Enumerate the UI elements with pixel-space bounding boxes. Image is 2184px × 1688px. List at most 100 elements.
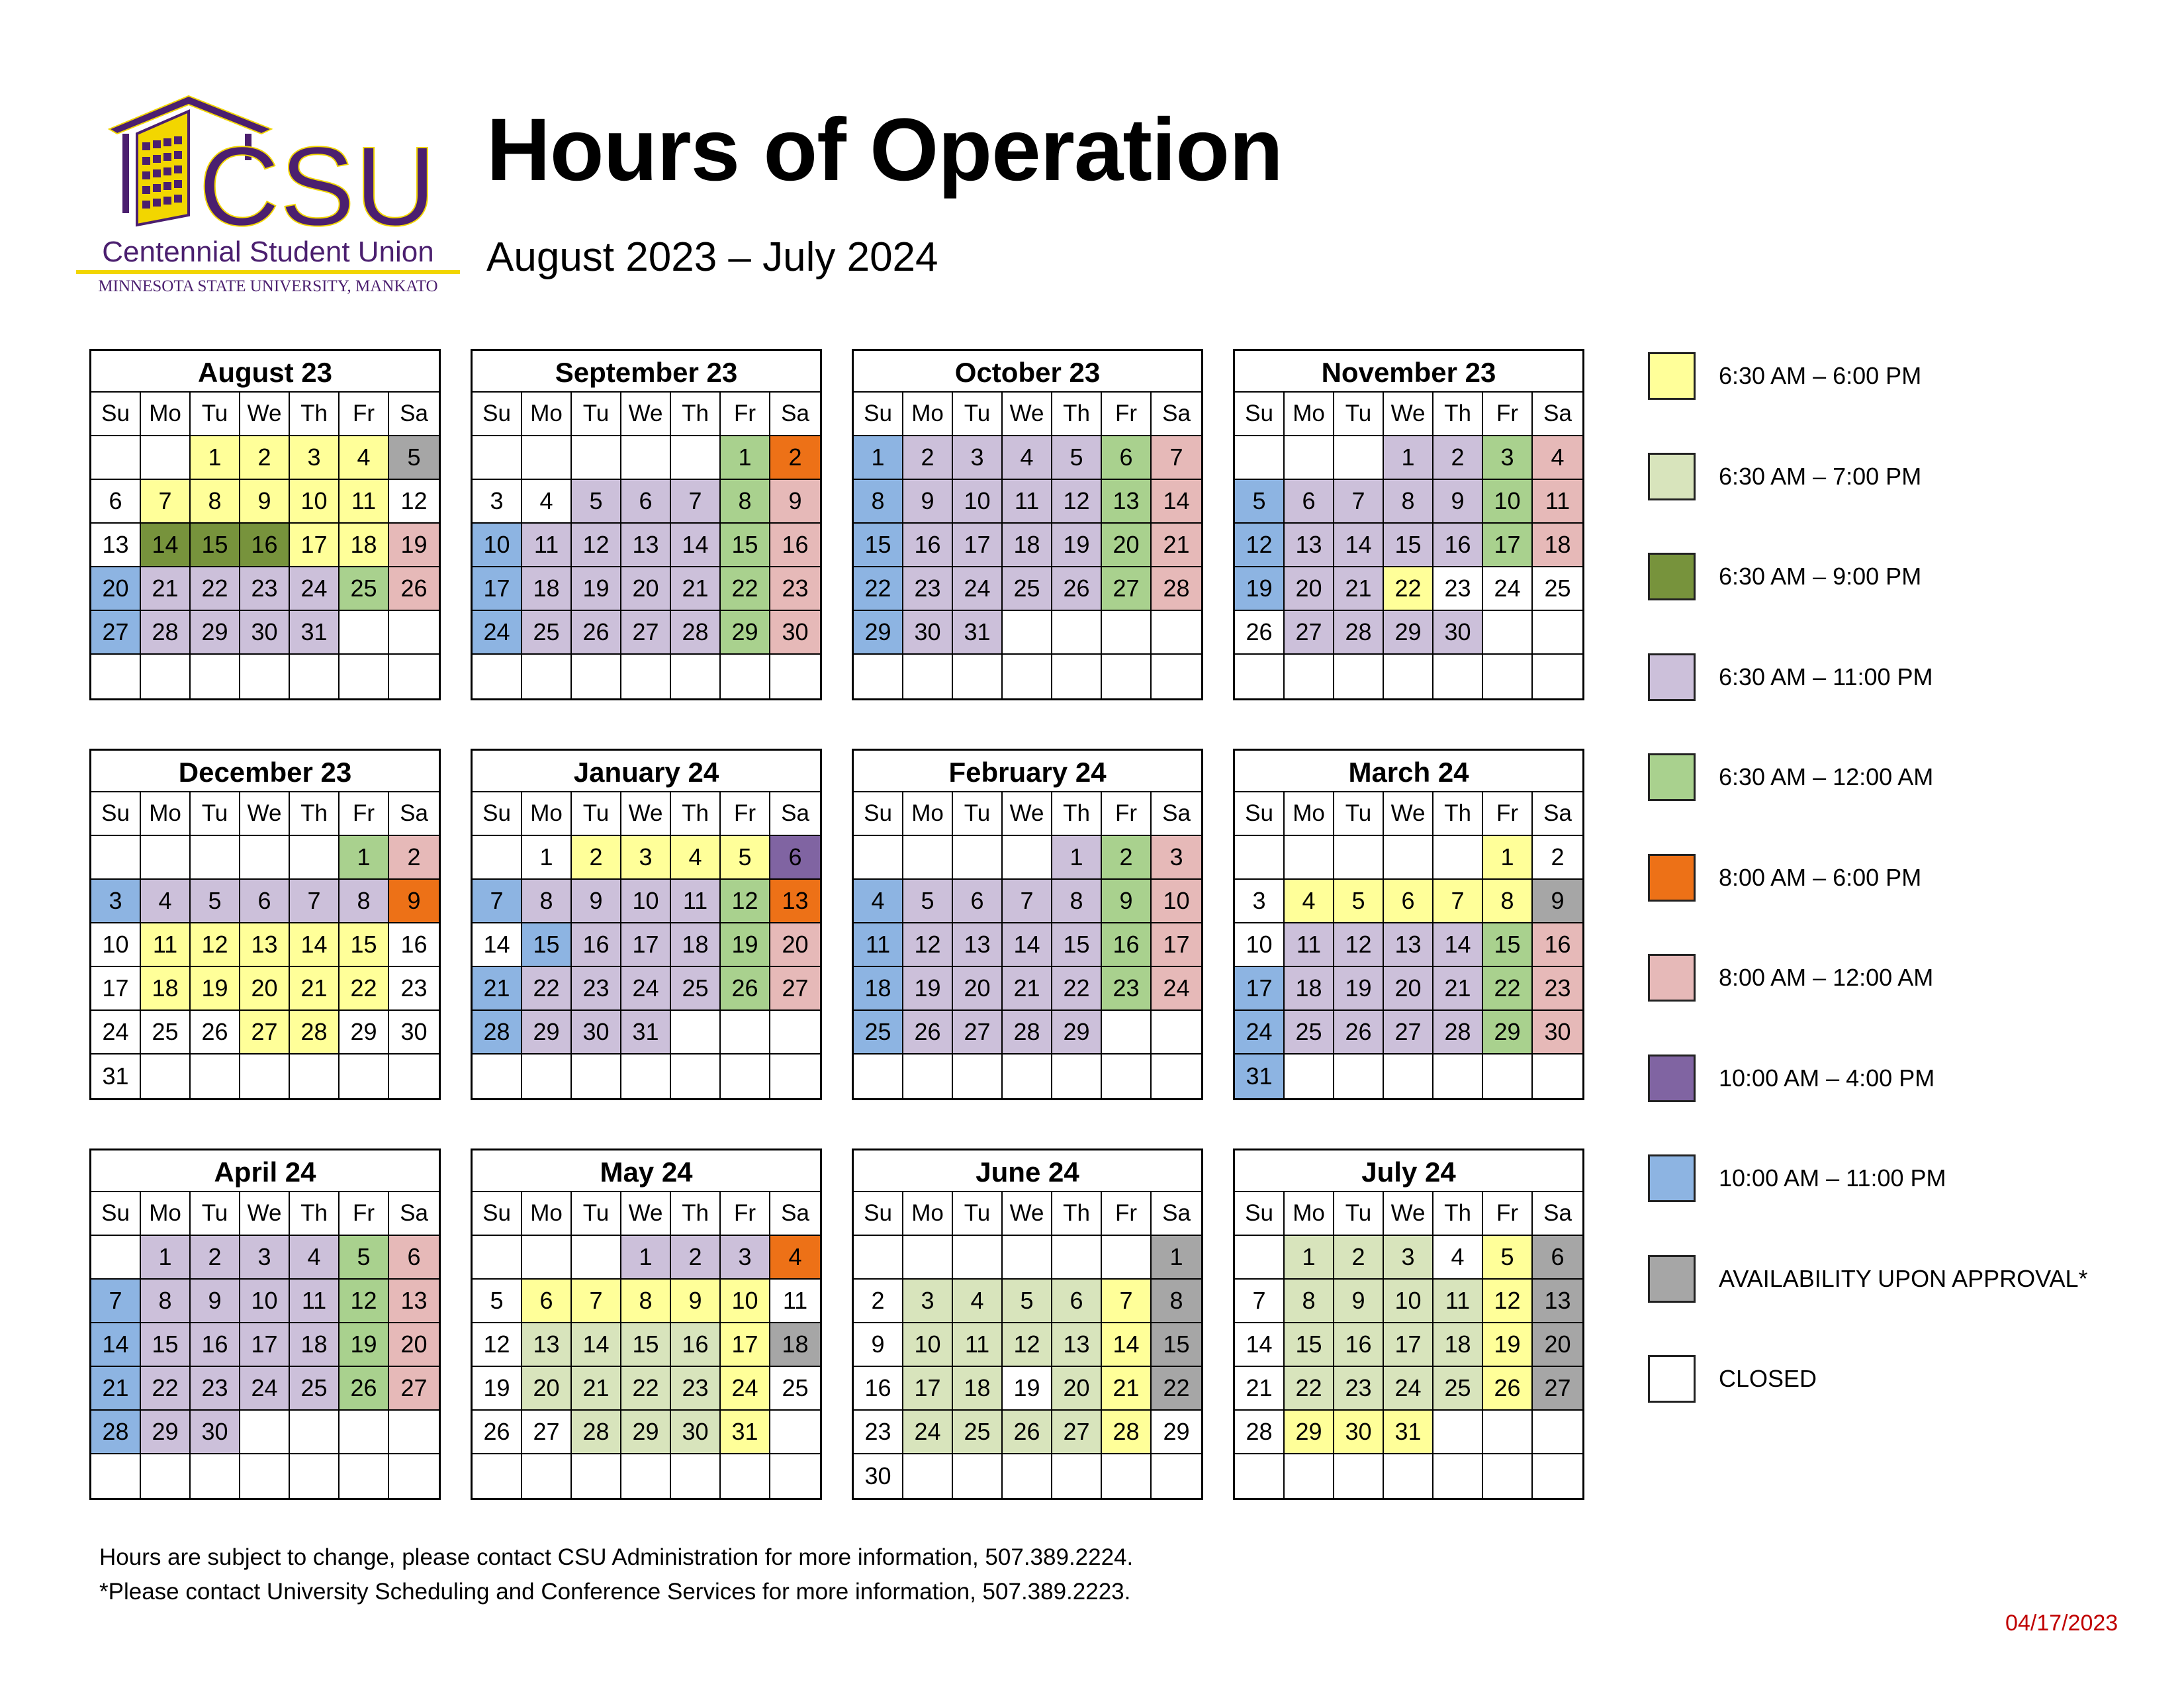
day-cell: 18 — [522, 567, 572, 611]
empty-cell — [1433, 1055, 1483, 1098]
day-cell: 14 — [572, 1323, 621, 1367]
empty-cell — [1152, 1454, 1201, 1498]
day-cell: 7 — [141, 480, 191, 524]
day-cell: 26 — [1235, 611, 1285, 655]
weekday-header: We — [240, 1192, 290, 1236]
day-cell: 23 — [770, 567, 820, 611]
weekday-header: Tu — [191, 393, 240, 436]
day-cell: 12 — [1003, 1323, 1052, 1367]
day-cell: 30 — [671, 1411, 721, 1454]
day-cell: 25 — [340, 567, 389, 611]
day-cell: 22 — [721, 567, 770, 611]
day-cell: 15 — [854, 524, 903, 567]
day-cell: 4 — [1533, 436, 1582, 480]
empty-cell — [91, 1454, 141, 1498]
empty-cell — [340, 1454, 389, 1498]
weekday-header: Sa — [1533, 393, 1582, 436]
weekday-header: We — [621, 393, 671, 436]
empty-cell — [1003, 1454, 1052, 1498]
day-cell: 16 — [572, 923, 621, 967]
day-cell: 19 — [1334, 967, 1384, 1011]
day-cell: 16 — [389, 923, 439, 967]
empty-cell — [1433, 1411, 1483, 1454]
empty-cell — [141, 1055, 191, 1098]
day-cell: 23 — [572, 967, 621, 1011]
weekday-header: We — [240, 792, 290, 836]
day-cell: 27 — [953, 1011, 1003, 1055]
empty-cell — [240, 655, 290, 698]
weekday-header: Su — [1235, 792, 1285, 836]
weekday-header: Tu — [1334, 792, 1384, 836]
day-cell: 7 — [671, 480, 721, 524]
day-cell: 26 — [903, 1011, 953, 1055]
legend-swatch — [1648, 954, 1696, 1002]
day-cell: 13 — [1102, 480, 1152, 524]
weekday-header: Su — [1235, 1192, 1285, 1236]
weekday-header: Fr — [721, 1192, 770, 1236]
empty-cell — [522, 1236, 572, 1280]
day-cell: 27 — [1102, 567, 1152, 611]
day-cell: 11 — [1003, 480, 1052, 524]
empty-cell — [671, 655, 721, 698]
day-cell: 22 — [522, 967, 572, 1011]
empty-cell — [340, 655, 389, 698]
weekday-header: Tu — [572, 792, 621, 836]
empty-cell — [721, 655, 770, 698]
weekday-header: We — [1384, 1192, 1433, 1236]
day-cell: 4 — [290, 1236, 340, 1280]
day-cell: 30 — [240, 611, 290, 655]
day-cell: 26 — [572, 611, 621, 655]
day-cell: 14 — [1235, 1323, 1285, 1367]
logo-wordmark: CSU — [199, 124, 436, 250]
day-cell: 19 — [340, 1323, 389, 1367]
day-cell: 2 — [240, 436, 290, 480]
weekday-header: Mo — [141, 393, 191, 436]
empty-cell — [141, 436, 191, 480]
day-cell: 9 — [1334, 1280, 1384, 1323]
day-cell: 5 — [340, 1236, 389, 1280]
day-cell: 13 — [770, 880, 820, 923]
empty-cell — [473, 1236, 522, 1280]
weekday-header: Mo — [522, 393, 572, 436]
day-cell: 15 — [1152, 1323, 1201, 1367]
empty-cell — [91, 655, 141, 698]
day-cell: 3 — [721, 1236, 770, 1280]
day-cell: 1 — [141, 1236, 191, 1280]
day-cell: 22 — [191, 567, 240, 611]
day-cell: 2 — [1102, 836, 1152, 880]
day-cell: 4 — [671, 836, 721, 880]
empty-cell — [1285, 1454, 1334, 1498]
empty-cell — [621, 1454, 671, 1498]
day-cell: 2 — [191, 1236, 240, 1280]
empty-cell — [1334, 655, 1384, 698]
month-title: May 24 — [473, 1150, 820, 1192]
day-cell: 13 — [1052, 1323, 1102, 1367]
day-cell: 2 — [1433, 436, 1483, 480]
weekday-header: We — [1003, 1192, 1052, 1236]
day-cell: 23 — [389, 967, 439, 1011]
day-cell: 31 — [1235, 1055, 1285, 1098]
empty-cell — [903, 1454, 953, 1498]
weekday-header: Mo — [1285, 792, 1334, 836]
weekday-header: Fr — [1102, 393, 1152, 436]
legend-item: 6:30 AM – 11:00 PM — [1648, 652, 1933, 702]
page-title: Hours of Operation — [486, 101, 1283, 199]
weekday-header: Mo — [903, 393, 953, 436]
day-cell: 24 — [91, 1011, 141, 1055]
empty-cell — [721, 1055, 770, 1098]
empty-cell — [1285, 1055, 1334, 1098]
empty-cell — [1052, 1454, 1102, 1498]
day-cell: 3 — [1152, 836, 1201, 880]
day-cell: 30 — [770, 611, 820, 655]
day-cell: 20 — [1285, 567, 1334, 611]
month-title: January 24 — [473, 751, 820, 792]
day-cell: 18 — [290, 1323, 340, 1367]
day-cell: 7 — [1235, 1280, 1285, 1323]
day-cell: 24 — [1235, 1011, 1285, 1055]
day-cell: 28 — [141, 611, 191, 655]
day-cell: 1 — [621, 1236, 671, 1280]
weekday-header: Th — [290, 792, 340, 836]
day-cell: 13 — [240, 923, 290, 967]
empty-cell — [1533, 1055, 1582, 1098]
empty-cell — [770, 1011, 820, 1055]
